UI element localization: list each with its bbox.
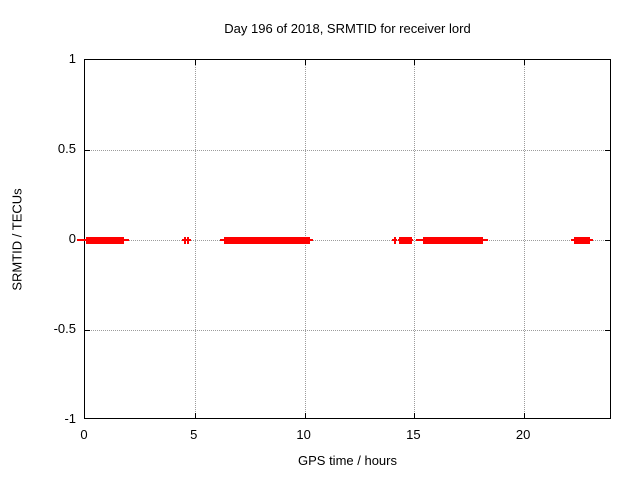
x-axis-tick-mirror [194, 60, 196, 65]
data-segment [223, 236, 310, 244]
x-tick-label: 20 [515, 427, 531, 442]
y-axis-tick-mirror [605, 150, 610, 151]
y-tick-label: -1 [64, 411, 76, 426]
x-axis-tick [304, 413, 306, 418]
vertical-gridline [414, 60, 416, 418]
y-axis-tick [85, 330, 90, 331]
data-segment [422, 236, 484, 244]
plot-area [76, 59, 611, 419]
data-segment [183, 236, 186, 244]
data-segment [399, 236, 413, 244]
y-tick-label: 0.5 [57, 141, 76, 156]
y-axis-tick [85, 150, 90, 151]
y-axis-tick-mirror [605, 330, 610, 331]
x-tick-label: 10 [296, 427, 311, 442]
x-axis-tick-mirror [524, 60, 526, 65]
chart-title: Day 196 of 2018, SRMTID for receiver lor… [224, 21, 471, 36]
y-axis-tick-mirror [605, 240, 610, 241]
horizontal-gridline [85, 240, 610, 241]
x-tick-label: 5 [190, 427, 198, 442]
y-tick-label: -0.5 [53, 321, 76, 336]
data-segment [187, 236, 190, 244]
data-segment [86, 236, 125, 244]
x-axis-tick-mirror [304, 60, 306, 65]
x-tick-label: 15 [406, 427, 421, 442]
horizontal-gridline [85, 150, 610, 151]
x-axis-tick [194, 413, 196, 418]
y-axis-label: SRMTID / TECUs [9, 188, 25, 291]
x-axis-tick [414, 413, 416, 418]
vertical-gridline [524, 60, 526, 418]
x-axis-tick-mirror [414, 60, 416, 65]
data-segment [574, 236, 591, 244]
x-tick-label: 0 [80, 427, 88, 442]
vertical-gridline [194, 60, 196, 418]
data-segment [393, 236, 396, 244]
x-axis-tick [524, 413, 526, 418]
y-tick-label: 1 [68, 51, 76, 66]
y-tick-label: 0 [68, 231, 76, 246]
horizontal-gridline [85, 330, 610, 331]
x-axis-label: GPS time / hours [298, 453, 397, 468]
